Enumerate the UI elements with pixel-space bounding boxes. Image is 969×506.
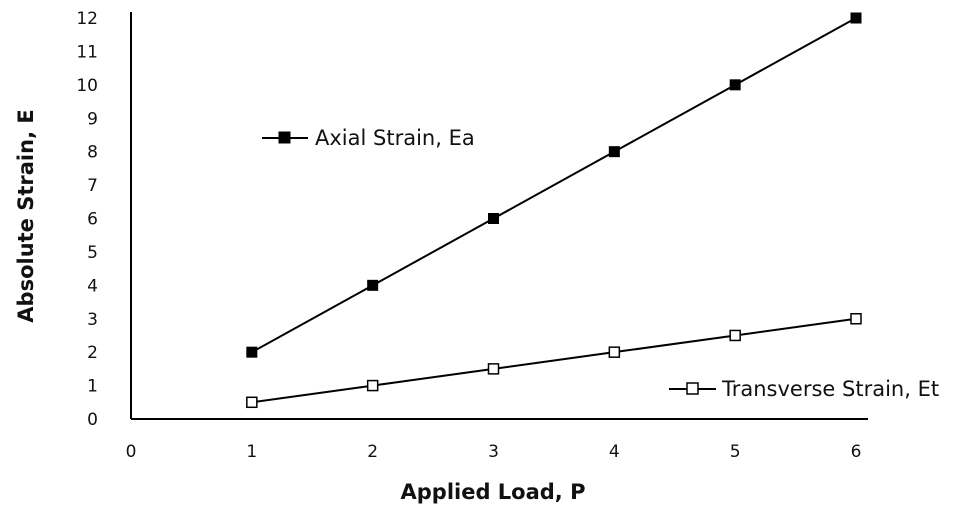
y-tick-label: 10 (76, 76, 98, 96)
y-axis-title: Absolute Strain, E (14, 109, 38, 322)
data-point (850, 12, 862, 24)
series-transverse-strain (246, 313, 862, 409)
legend-axial-label: Axial Strain, Ea (315, 126, 475, 150)
x-tick-label: 3 (488, 442, 499, 462)
y-tick-label: 2 (87, 343, 98, 363)
x-tick-label: 1 (246, 442, 257, 462)
legend-transverse-label: Transverse Strain, Et (721, 377, 939, 401)
data-point (487, 363, 500, 375)
data-point (367, 279, 379, 291)
y-tick-label: 11 (76, 42, 98, 62)
data-point (246, 346, 258, 358)
data-point (366, 379, 379, 392)
x-tick-labels: 0 1 2 3 4 5 6 (126, 442, 862, 462)
data-point (850, 313, 862, 325)
y-tick-label: 1 (87, 377, 98, 397)
data-point (608, 346, 621, 358)
data-point (488, 213, 499, 224)
y-tick-label: 9 (87, 109, 98, 129)
y-tick-label: 8 (87, 143, 98, 163)
y-tick-label: 4 (87, 276, 98, 296)
series-line (251, 317, 857, 404)
series-axial-strain (246, 12, 862, 358)
data-point (608, 146, 620, 158)
x-tick-label: 4 (609, 442, 620, 462)
y-tick-label: 12 (76, 9, 98, 29)
x-tick-label: 5 (730, 442, 741, 462)
legend-entry-transverse-strain: Transverse Strain, Et (669, 377, 939, 401)
x-tick-label: 0 (126, 442, 137, 462)
data-point (729, 329, 741, 342)
y-tick-label: 6 (87, 210, 98, 230)
x-axis-title: Applied Load, P (401, 480, 586, 504)
y-tick-label: 7 (87, 176, 98, 196)
y-tick-label: 5 (87, 243, 98, 263)
data-point (246, 396, 258, 409)
legend-entry-axial-strain: Axial Strain, Ea (262, 126, 475, 150)
data-point (729, 79, 741, 91)
x-tick-label: 6 (851, 442, 862, 462)
axes (130, 12, 868, 420)
series-line (251, 17, 857, 354)
y-tick-label: 0 (87, 410, 98, 430)
series-layer (246, 12, 862, 409)
legend-transverse-marker (686, 382, 699, 395)
y-tick-label: 3 (87, 310, 98, 330)
x-tick-label: 2 (367, 442, 378, 462)
legend-axial-marker (278, 131, 291, 144)
